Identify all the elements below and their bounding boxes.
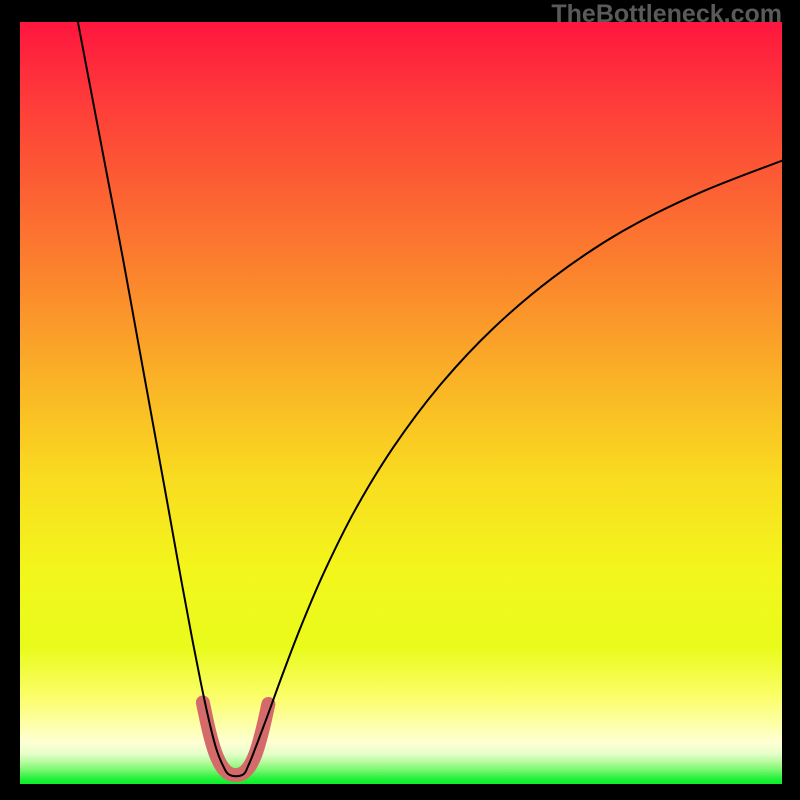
watermark-text: TheBottleneck.com	[551, 0, 782, 29]
plot-area	[20, 22, 782, 784]
bottleneck-curve	[78, 22, 782, 776]
chart-frame	[20, 22, 782, 784]
curve-layer	[20, 22, 782, 784]
